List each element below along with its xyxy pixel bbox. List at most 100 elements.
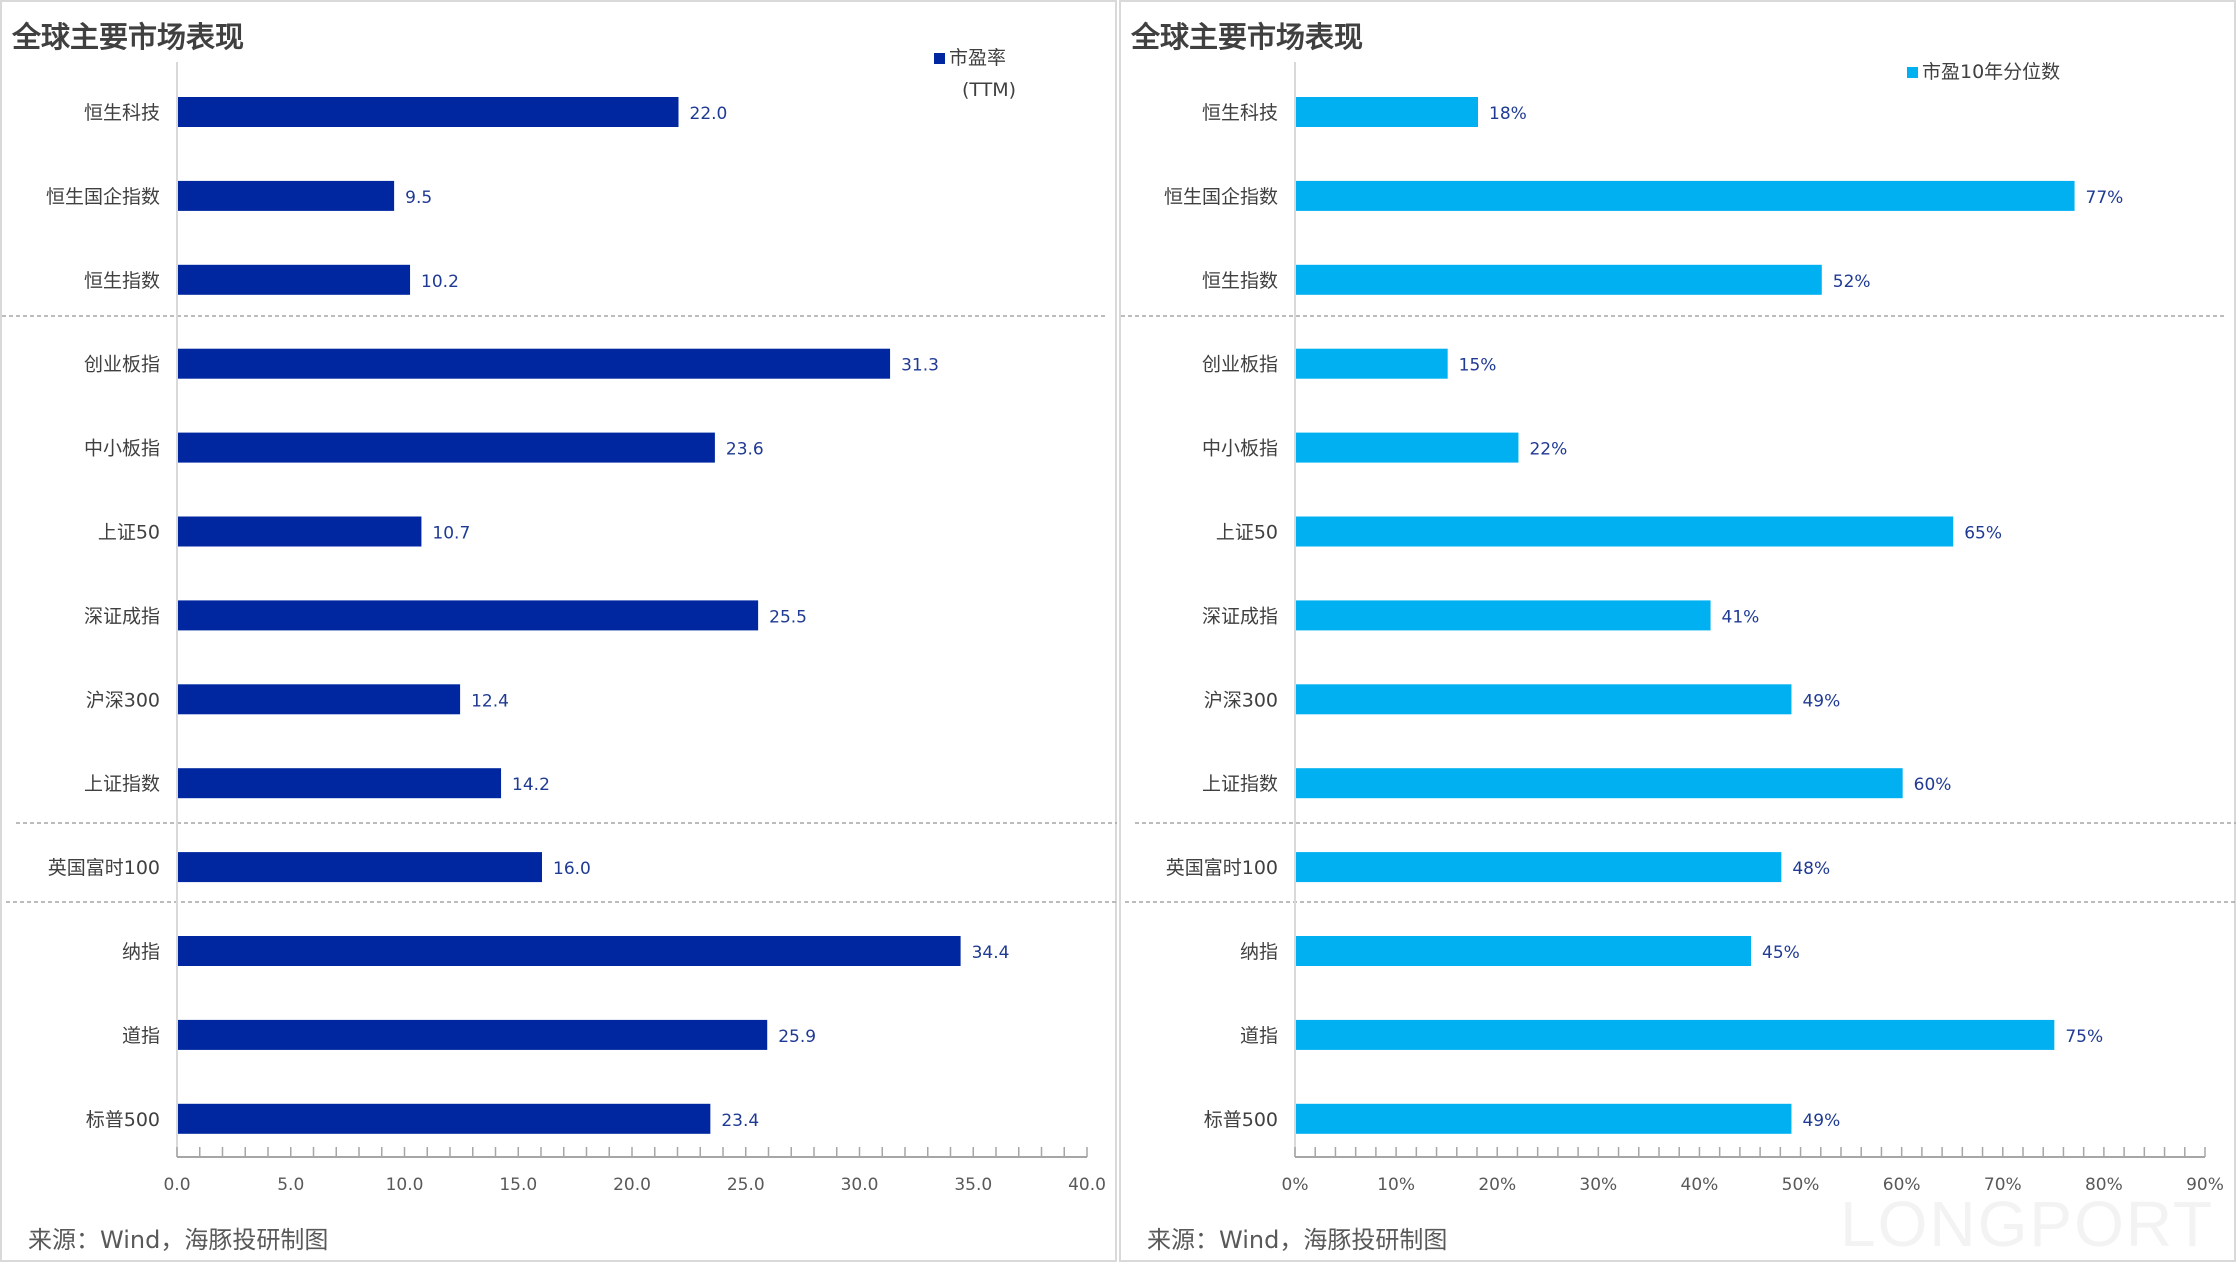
source-note: 来源：Wind，海豚投研制图 (28, 1226, 329, 1254)
data-label: 49% (1802, 691, 1840, 711)
x-tick-label: 20% (1478, 1175, 1516, 1195)
chart-title: 全球主要市场表现 (1131, 20, 1364, 54)
data-label: 18% (1489, 104, 1527, 124)
x-tick-label: 0% (1282, 1175, 1309, 1195)
x-tick-label: 90% (2186, 1175, 2224, 1195)
category-label: 恒生国企指数 (46, 186, 160, 208)
data-label: 49% (1802, 1111, 1840, 1131)
category-label: 标普500 (86, 1109, 160, 1131)
bar-chart: 0.0 5.0 10.0 15.0 20.0 25.0 30.0 35.0 40.0 恒生科技 22… (2, 62, 1117, 1195)
x-tick-label: 50% (1782, 1175, 1820, 1195)
legend: 市盈10年分位数 (1907, 56, 2060, 88)
data-label: 45% (1762, 943, 1800, 963)
bar (178, 1019, 768, 1050)
legend-swatch (934, 53, 945, 64)
bar (1296, 768, 1903, 799)
x-tick-label: 40.0 (1068, 1175, 1106, 1195)
bar (1296, 348, 1448, 379)
data-label: 23.6 (726, 440, 764, 460)
category-label: 恒生科技 (1202, 102, 1278, 124)
data-label: 31.3 (901, 356, 939, 376)
category-label: 纳指 (122, 941, 160, 963)
bar (178, 516, 422, 547)
data-label: 65% (1964, 524, 2002, 544)
data-label: 16.0 (553, 859, 591, 879)
x-tick-label: 80% (2085, 1175, 2123, 1195)
category-label: 恒生科技 (84, 102, 160, 124)
bar (178, 852, 542, 883)
source-note: 来源：Wind，海豚投研制图 (1147, 1226, 1448, 1254)
x-tick-label: 15.0 (499, 1175, 537, 1195)
longport-watermark: LONGPORT (1840, 1188, 2214, 1260)
category-label: 中小板指 (1202, 438, 1278, 460)
data-label: 22.0 (690, 104, 728, 124)
data-label: 75% (2065, 1027, 2103, 1047)
legend-label-line2: (TTM) (962, 79, 1017, 101)
bar (1296, 852, 1782, 883)
legend: 市盈率 (TTM) (934, 42, 1016, 106)
category-label: 纳指 (1240, 941, 1278, 963)
category-label: 恒生指数 (1202, 270, 1278, 292)
x-tick-label: 5.0 (277, 1175, 304, 1195)
bar (178, 768, 502, 799)
category-label: 上证50 (1216, 522, 1278, 544)
bar (1296, 936, 1751, 966)
bar (178, 1103, 711, 1134)
x-tick-label: 25.0 (727, 1175, 765, 1195)
bar (1296, 516, 1954, 547)
data-label: 10.2 (421, 272, 459, 292)
bar (178, 432, 715, 463)
bar (1296, 264, 1822, 295)
x-tick-label: 40% (1681, 1175, 1719, 1195)
category-label: 上证50 (98, 522, 160, 544)
category-label: 道指 (122, 1025, 160, 1047)
category-label: 中小板指 (84, 438, 160, 460)
data-label: 41% (1722, 607, 1760, 627)
bar (178, 348, 891, 379)
bar (178, 264, 411, 295)
x-tick-label: 10% (1377, 1175, 1415, 1195)
pe-percentile-chart-panel: 全球主要市场表现 市盈10年分位数 0% 10% 20% 30% 40% 50% 60% 70… (1119, 0, 2236, 1262)
category-label: 英国富时100 (48, 857, 160, 879)
x-tick-label: 60% (1883, 1175, 1921, 1195)
category-label: 恒生国企指数 (1164, 186, 1278, 208)
data-label: 52% (1833, 272, 1871, 292)
bar (178, 97, 679, 127)
data-label: 23.4 (721, 1111, 759, 1131)
pe-ttm-chart-panel: 全球主要市场表现 市盈率 (TTM) 0.0 5.0 10.0 15.0 20.0 25.… (0, 0, 1117, 1262)
bar (178, 600, 759, 631)
x-tick-label: 70% (1984, 1175, 2022, 1195)
category-label: 创业板指 (1202, 354, 1278, 376)
bar (1296, 432, 1519, 463)
x-tick-label: 20.0 (613, 1175, 651, 1195)
data-label: 10.7 (432, 524, 470, 544)
bar (1296, 600, 1711, 631)
category-label: 沪深300 (1204, 689, 1278, 711)
category-label: 上证指数 (1202, 773, 1278, 795)
category-label: 上证指数 (84, 773, 160, 795)
chart-title: 全球主要市场表现 (12, 20, 245, 54)
bar (1296, 97, 1478, 127)
data-label: 22% (1529, 440, 1567, 460)
legend-label: 市盈10年分位数 (1922, 61, 2061, 83)
category-label: 创业板指 (84, 354, 160, 376)
bar (178, 684, 461, 715)
bar (1296, 1103, 1792, 1134)
x-tick-label: 0.0 (163, 1175, 190, 1195)
x-tick-label: 10.0 (386, 1175, 424, 1195)
category-label: 英国富时100 (1166, 857, 1278, 879)
legend-swatch (1907, 67, 1918, 78)
bar-chart: 0% 10% 20% 30% 40% 50% 60% 70% 80% 90% 恒生科技 18% 恒生国企… (1121, 62, 2236, 1195)
data-label: 12.4 (471, 691, 509, 711)
x-tick-label: 35.0 (954, 1175, 992, 1195)
x-tick-label: 30.0 (841, 1175, 879, 1195)
bar (1296, 1019, 2055, 1050)
data-label: 48% (1792, 859, 1830, 879)
category-label: 标普500 (1204, 1109, 1278, 1131)
category-label: 道指 (1240, 1025, 1278, 1047)
data-label: 14.2 (512, 775, 550, 795)
data-label: 60% (1914, 775, 1952, 795)
bar (178, 180, 395, 211)
category-label: 深证成指 (1202, 605, 1278, 627)
data-label: 15% (1459, 356, 1497, 376)
